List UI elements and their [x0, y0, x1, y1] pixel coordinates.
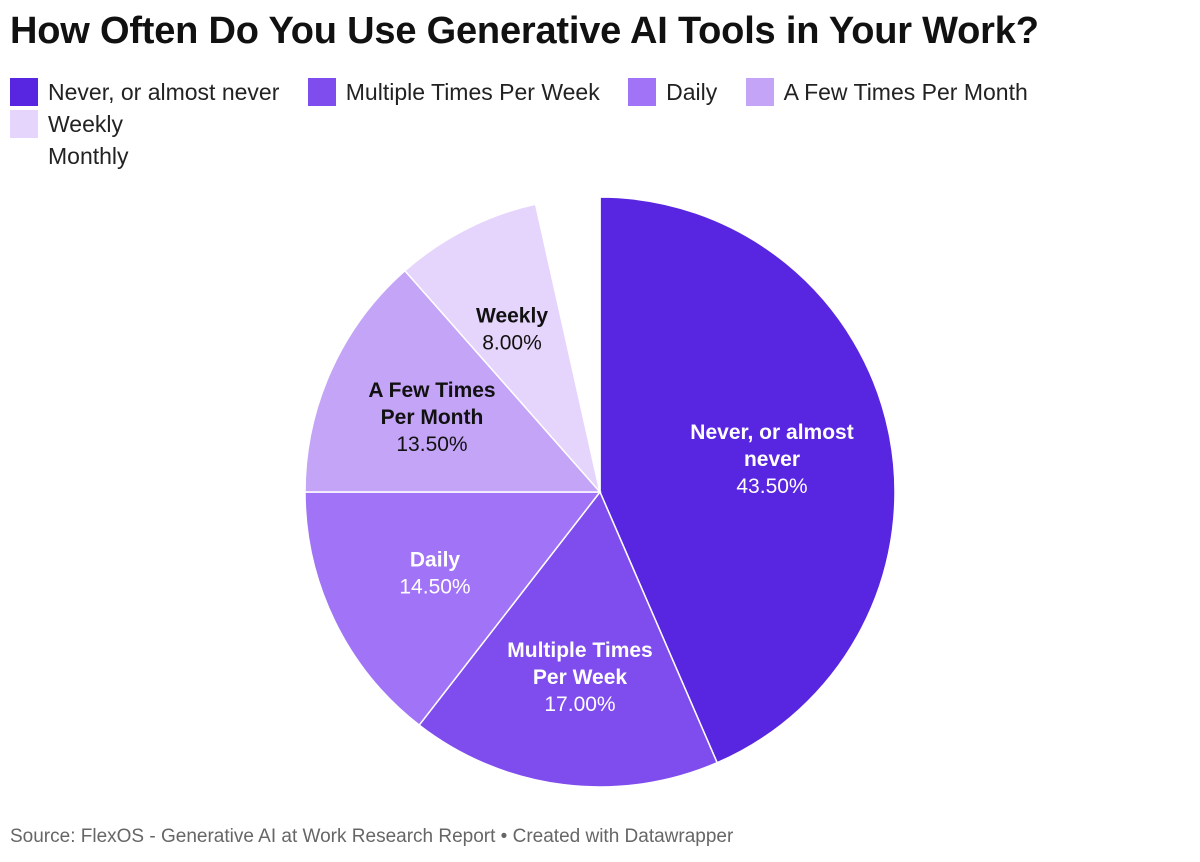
legend-swatch-weekly — [10, 110, 38, 138]
slice-name-a-few-times-per-month-line-1: A Few Times — [368, 379, 495, 402]
pie-slice-a-few-times-per-month — [304, 269, 602, 493]
slice-value-never-or-almost-never: 43.50% — [736, 475, 807, 498]
slice-label-multiple-times-per-week: Multiple Times Per Week 17.00% — [507, 639, 652, 716]
legend-swatch-multiple-times-per-week — [307, 78, 336, 106]
slice-name-multiple-times-per-week-line-1: Multiple Times — [507, 639, 652, 662]
legend-label-monthly: Monthly — [48, 143, 129, 169]
legend-item-monthly: Monthly — [48, 140, 129, 172]
legend-swatch-a-few-times-per-month — [745, 78, 774, 106]
legend-swatch-daily — [628, 78, 657, 106]
slice-value-weekly: 8.00% — [482, 332, 542, 355]
legend-item-a-few-times-per-month: A Few Times Per Month — [745, 76, 1028, 108]
slice-name-never-or-almost-never-line-1: Never, or almost — [690, 421, 853, 444]
slice-value-daily: 14.50% — [399, 576, 470, 599]
slice-label-a-few-times-per-month: A Few Times Per Month 13.50% — [368, 379, 495, 456]
legend-item-daily: Daily — [628, 76, 717, 108]
slice-label-weekly: Weekly 8.00% — [476, 305, 548, 355]
legend-label-daily: Daily — [666, 79, 718, 105]
legend-label-a-few-times-per-month: A Few Times Per Month — [783, 79, 1028, 105]
legend-label-weekly: Weekly — [48, 111, 123, 137]
slice-name-never-or-almost-never-line-2: never — [744, 448, 800, 471]
legend-item-multiple-times-per-week: Multiple Times Per Week — [307, 76, 600, 108]
slice-name-a-few-times-per-month-line-2: Per Month — [381, 406, 484, 429]
legend-swatch-never — [10, 78, 38, 106]
pie-slice-never-or-almost-never — [599, 196, 896, 764]
slice-value-multiple-times-per-week: 17.00% — [544, 693, 615, 716]
pie-slice-daily — [304, 491, 602, 727]
slice-name-multiple-times-per-week-line-2: Per Week — [533, 666, 627, 689]
slice-label-never-or-almost-never: Never, or almost never 43.50% — [690, 421, 853, 498]
pie-slice-multiple-times-per-week — [418, 490, 719, 788]
slice-name-weekly-line-1: Weekly — [476, 305, 548, 328]
legend-item-weekly: Weekly — [10, 108, 123, 140]
legend-item-never: Never, or almost never — [10, 76, 279, 108]
source-note: Source: FlexOS - Generative AI at Work R… — [10, 826, 734, 847]
legend-label-multiple-times-per-week: Multiple Times Per Week — [345, 79, 600, 105]
legend: Never, or almost never Multiple Times Pe… — [10, 76, 1190, 172]
pie-slice-monthly — [534, 196, 601, 493]
slice-value-a-few-times-per-month: 13.50% — [396, 433, 467, 456]
chart-title: How Often Do You Use Generative AI Tools… — [10, 10, 1039, 52]
legend-label-never: Never, or almost never — [48, 79, 280, 105]
slice-name-daily-line-1: Daily — [410, 549, 461, 572]
slice-label-daily: Daily 14.50% — [399, 549, 470, 599]
